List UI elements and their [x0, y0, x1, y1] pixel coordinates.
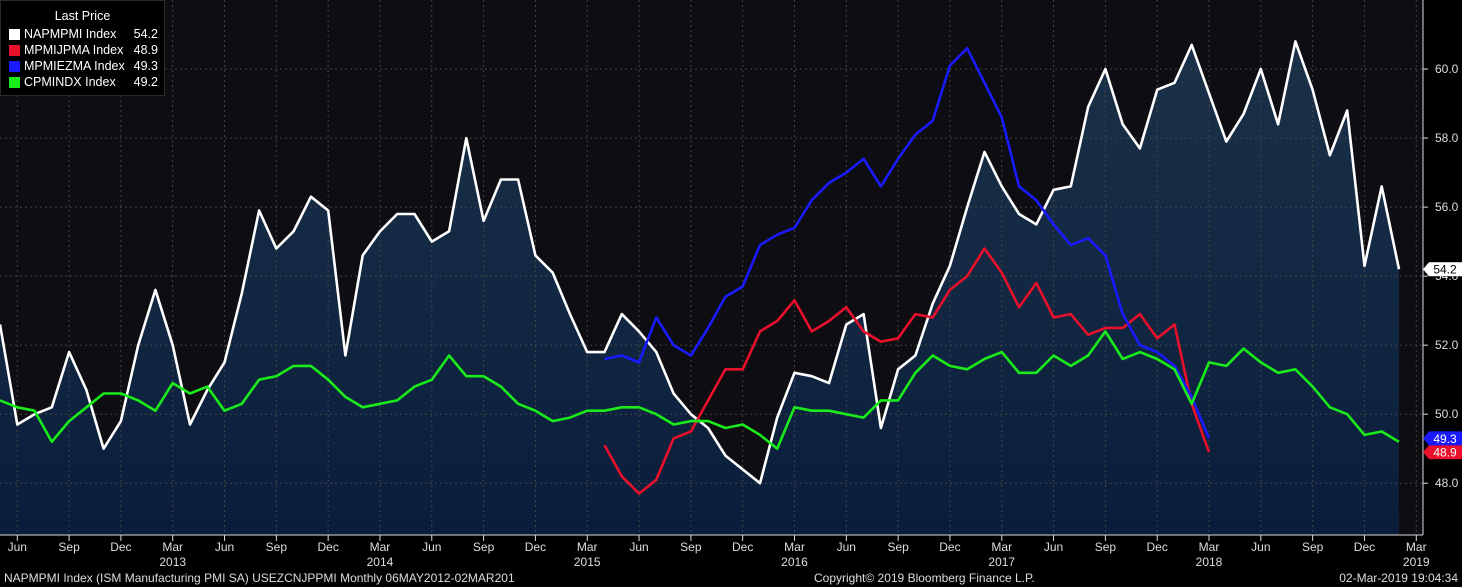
last-value-text-0: 54.2 [1433, 263, 1457, 277]
x-tick-month-label: Sep [1302, 540, 1324, 554]
x-tick-month-label: Dec [939, 540, 960, 554]
y-tick-label: 60.0 [1435, 62, 1459, 76]
x-tick-month-label: Mar [784, 540, 805, 554]
area-layer [0, 41, 1399, 536]
x-tick-month-label: Dec [525, 540, 546, 554]
x-tick-month-label: Dec [110, 540, 131, 554]
legend: Last Price NAPMPMI Index 54.2 MPMIJPMA I… [0, 0, 165, 96]
x-tick-month-label: Mar [370, 540, 391, 554]
last-value-tag-2 [1429, 431, 1462, 446]
x-tick-month-label: Dec [1354, 540, 1375, 554]
x-tick-year-label: 2014 [367, 555, 394, 569]
x-tick-month-label: Dec [1147, 540, 1168, 554]
tag-layer: 54.2 48.949.3 [1423, 262, 1462, 460]
axis-layer: 48.050.052.054.056.058.060.0JunSepDecMar… [0, 0, 1459, 569]
x-tick-month-label: Sep [473, 540, 495, 554]
footer-timestamp: 02-Mar-2019 19:04:34 [1339, 571, 1458, 585]
legend-name-mpmiezma: MPMIEZMA Index [24, 59, 125, 73]
x-tick-month-label: Sep [266, 540, 288, 554]
legend-swatch-mpmijpma [9, 44, 20, 56]
last-value-tag-1 [1429, 445, 1462, 460]
x-tick-year-label: 2013 [159, 555, 186, 569]
legend-swatch-cpmindx [9, 76, 20, 88]
y-tick-label: 58.0 [1435, 131, 1459, 145]
legend-name-cpmindx: CPMINDX Index [24, 75, 116, 89]
x-tick-month-label: Jun [629, 540, 648, 554]
legend-row-mpmiezma: MPMIEZMA Index 49.3 [9, 58, 158, 74]
x-tick-year-label: 2016 [781, 555, 808, 569]
last-value-tag-0 [1429, 262, 1462, 277]
series-line-2 [604, 47, 1211, 439]
last-value-arrow-1 [1423, 445, 1429, 460]
x-tick-year-label: 2015 [574, 555, 601, 569]
x-tick-month-label: Jun [8, 540, 27, 554]
x-tick-month-label: Jun [1044, 540, 1063, 554]
x-tick-month-label: Sep [680, 540, 702, 554]
x-tick-month-label: Dec [732, 540, 753, 554]
legend-swatch-mpmiezma [9, 60, 20, 72]
series-area-0 [0, 41, 1399, 536]
footer-source: NAPMPMI Index (ISM Manufacturing PMI SA)… [4, 571, 515, 585]
x-tick-month-label: Sep [1095, 540, 1117, 554]
y-tick-label: 52.0 [1435, 338, 1459, 352]
legend-value-mpmijpma: 48.9 [133, 43, 158, 57]
y-tick-label: 56.0 [1435, 200, 1459, 214]
legend-value-mpmiezma: 49.3 [133, 59, 158, 73]
x-tick-month-label: Sep [887, 540, 909, 554]
series-line-1 [603, 247, 1211, 495]
legend-swatch-napmpmi [9, 28, 20, 40]
series-layer [0, 40, 1401, 495]
legend-row-napmpmi: NAPMPMI Index 54.2 [9, 26, 158, 42]
x-tick-month-label: Mar [577, 540, 598, 554]
x-tick-month-label: Sep [58, 540, 80, 554]
series-line-3 [0, 330, 1400, 450]
x-tick-month-label: Mar [1406, 540, 1427, 554]
x-tick-month-label: Jun [1251, 540, 1270, 554]
grid-layer [0, 0, 1423, 535]
x-tick-month-label: Jun [837, 540, 856, 554]
x-tick-month-label: Dec [317, 540, 338, 554]
x-tick-month-label: Jun [215, 540, 234, 554]
last-value-arrow-0 [1423, 262, 1429, 277]
x-tick-month-label: Mar [991, 540, 1012, 554]
last-value-text-1: 48.9 [1433, 446, 1457, 460]
legend-value-napmpmi: 54.2 [133, 27, 158, 41]
legend-name-mpmijpma: MPMIJPMA Index [24, 43, 124, 57]
x-tick-year-label: 2018 [1196, 555, 1223, 569]
y-tick-label: 48.0 [1435, 476, 1459, 490]
x-tick-year-label: 2017 [988, 555, 1015, 569]
legend-value-cpmindx: 49.2 [133, 75, 158, 89]
legend-header: Last Price [54, 9, 111, 23]
legend-row-mpmijpma: MPMIJPMA Index 48.9 [9, 42, 158, 58]
x-tick-month-label: Jun [422, 540, 441, 554]
y-tick-label: 50.0 [1435, 407, 1459, 421]
x-tick-month-label: Mar [162, 540, 183, 554]
legend-name-napmpmi: NAPMPMI Index [24, 27, 117, 41]
last-value-text-2: 49.3 [1433, 432, 1457, 446]
x-tick-month-label: Mar [1199, 540, 1220, 554]
legend-row-cpmindx: CPMINDX Index 49.2 [9, 74, 158, 90]
last-value-arrow-2 [1423, 431, 1429, 446]
x-tick-year-label: 2019 [1403, 555, 1430, 569]
footer-copyright: Copyright© 2019 Bloomberg Finance L.P. [814, 571, 1035, 585]
